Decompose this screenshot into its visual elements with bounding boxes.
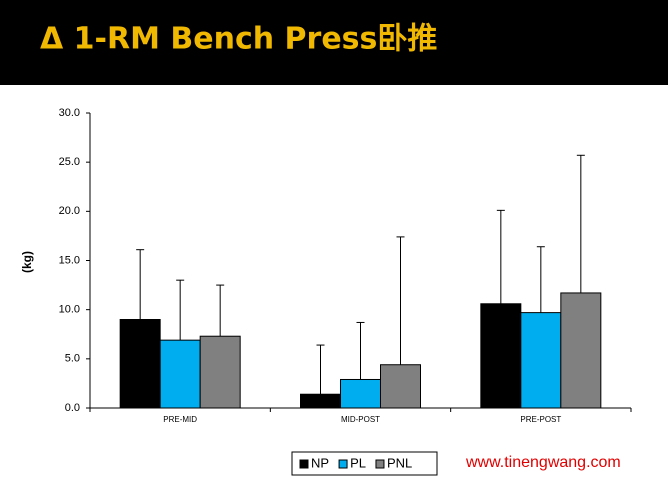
x-tick-label: MID-POST [341,415,380,424]
bar [159,339,201,409]
y-tick-label: 30.0 [59,107,80,119]
y-tick-label: 20.0 [59,205,80,217]
y-tick-label: 0.0 [65,402,80,414]
bar [340,378,381,409]
legend-label: PNL [387,455,412,470]
bar [520,312,562,409]
legend-swatch [299,459,309,469]
legend-swatch [338,459,348,469]
bar [380,364,421,409]
bar [199,335,241,409]
x-tick-label: PRE-MID [163,415,197,424]
y-tick-label: 10.0 [59,304,80,316]
legend-box [291,451,438,476]
slide-title: Δ 1-RM Bench Press卧推 [40,22,437,57]
y-axis-label: (kg) [20,251,34,273]
header-bar [0,0,668,85]
x-tick-label: PRE-POST [520,415,561,424]
bar [560,292,602,409]
y-tick-label: 15.0 [59,254,80,266]
bar [480,303,522,409]
legend-label: PL [350,455,366,470]
bar [119,319,161,409]
legend-label: NP [311,455,329,470]
y-tick-label: 25.0 [59,156,80,168]
bar [300,393,341,409]
website: www.tinengwang.com [465,454,621,471]
legend-swatch [375,459,385,469]
y-tick-label: 5.0 [65,353,80,365]
